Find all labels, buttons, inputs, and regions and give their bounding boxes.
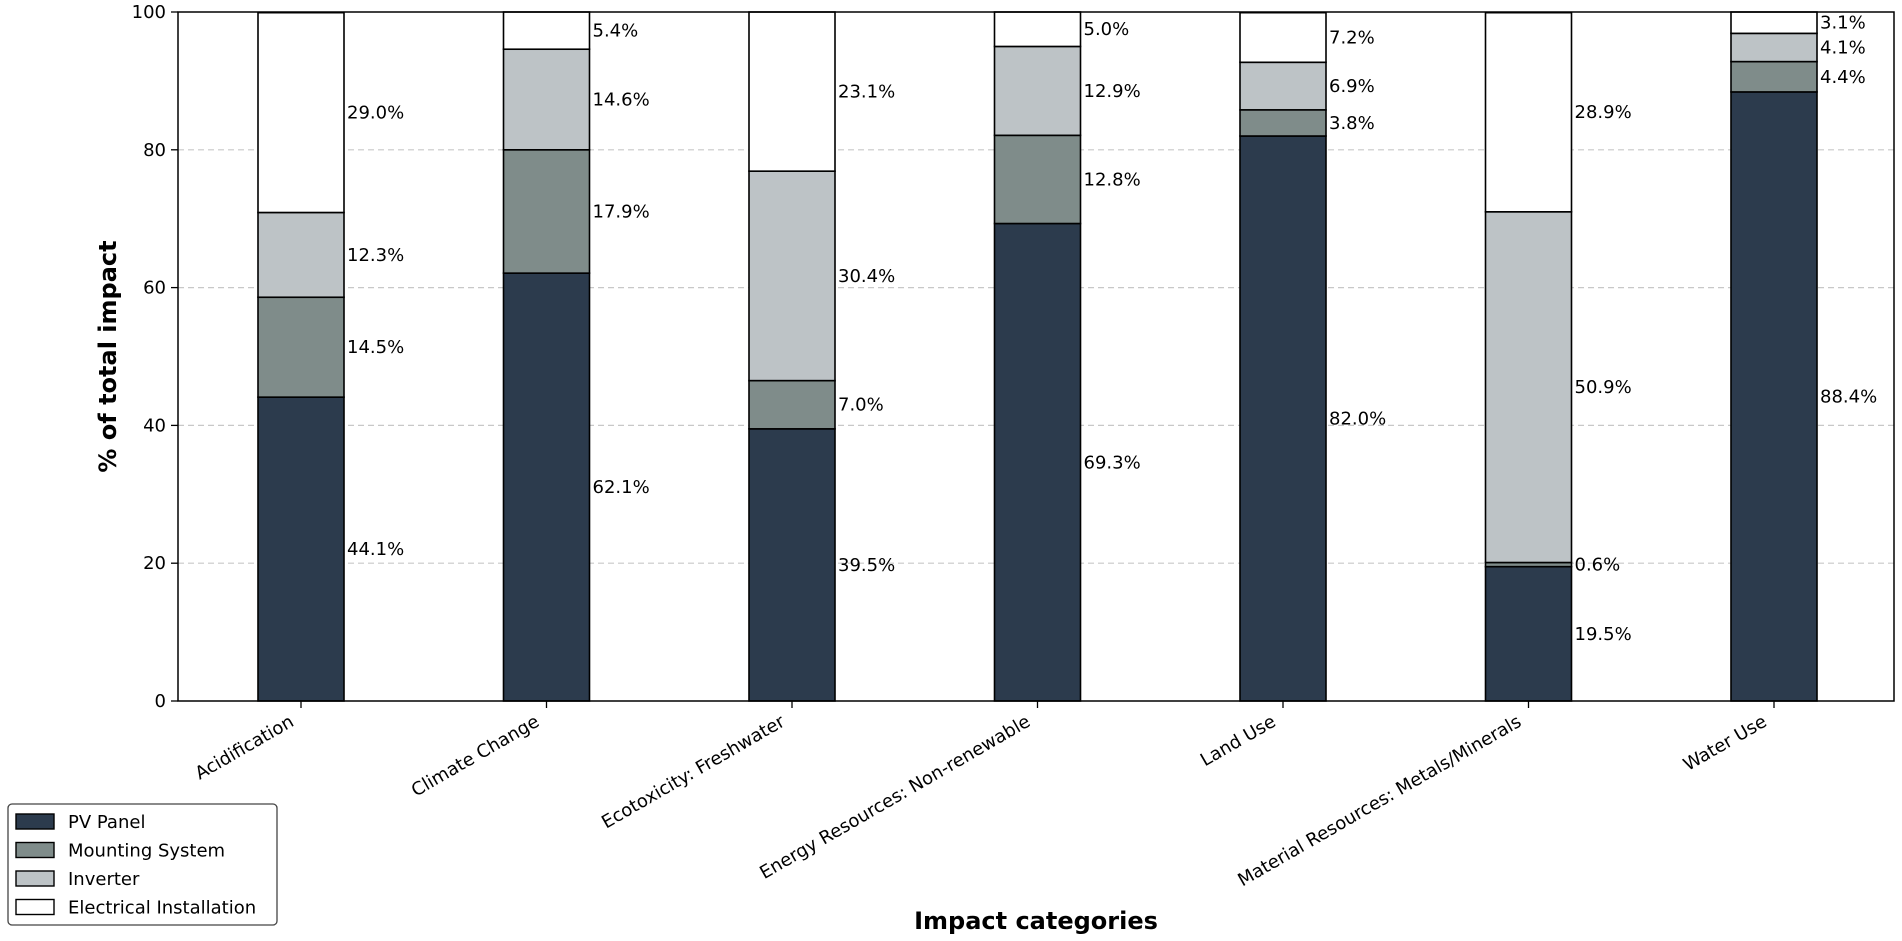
data-label: 29.0% [347, 103, 404, 124]
data-label: 28.9% [1575, 102, 1632, 123]
bar-segment [257, 396, 345, 702]
bar-segment [1484, 565, 1573, 702]
bar-segment [1239, 11, 1327, 64]
data-label: 50.9% [1575, 377, 1632, 398]
data-label: 5.0% [1084, 19, 1130, 40]
bars [257, 11, 1818, 702]
legend-label: Electrical Installation [68, 898, 256, 919]
bar-segment [993, 134, 1082, 225]
y-axis: 0 20 40 60 80 100 [132, 2, 178, 712]
data-label: 3.8% [1329, 113, 1375, 134]
data-label: 82.0% [1329, 409, 1386, 430]
data-label: 12.3% [347, 245, 404, 266]
data-label: 69.3% [1084, 452, 1141, 473]
legend-swatch [15, 870, 55, 887]
y-tick-label: 100 [132, 2, 166, 23]
data-label: 39.5% [838, 555, 895, 576]
gridlines [178, 149, 1894, 564]
data-label: 30.4% [838, 266, 895, 287]
legend-label: Mounting System [68, 841, 225, 862]
data-label: 44.1% [347, 539, 404, 560]
data-label: 7.0% [838, 395, 884, 416]
bar-segment [748, 11, 836, 172]
bar-segment [1484, 211, 1573, 564]
data-label: 12.9% [1084, 81, 1141, 102]
x-tick-label: Land Use [1197, 711, 1280, 771]
bar-segment [748, 379, 836, 430]
bar-segment [1239, 109, 1327, 137]
x-tick-label: Acidification [192, 711, 298, 784]
data-label: 4.4% [1820, 67, 1866, 88]
bar-segment [1484, 11, 1573, 213]
data-label: 6.9% [1329, 76, 1375, 97]
bar-segment [1730, 91, 1818, 702]
bar-segment [748, 170, 836, 382]
x-tick-label: Energy Resources: Non-renewable [756, 711, 1034, 884]
x-tick-label: Ecotoxicity: Freshwater [598, 711, 789, 833]
x-tick-label: Material Resources: Metals/Minerals [1234, 711, 1525, 891]
legend-swatch [15, 898, 55, 916]
bar-segment [993, 222, 1082, 702]
bar-segment [502, 149, 591, 274]
bar-segment [1239, 61, 1327, 111]
data-label: 14.5% [347, 337, 404, 358]
legend: PV Panel Mounting System Inverter Electrica… [7, 803, 278, 926]
bar-segment [1730, 11, 1818, 35]
bar-segment [1730, 60, 1818, 93]
data-label: 19.5% [1575, 624, 1632, 645]
data-label: 88.4% [1820, 386, 1877, 407]
legend-swatch [15, 813, 55, 830]
bar-segment [993, 45, 1082, 137]
y-tick-label: 20 [143, 553, 166, 574]
y-tick-label: 60 [143, 278, 166, 299]
bar-segment [257, 211, 345, 299]
data-label: 7.2% [1329, 27, 1375, 48]
data-label: 3.1% [1820, 13, 1866, 34]
data-label: 4.1% [1820, 37, 1866, 58]
value-labels: 44.1% 14.5% 12.3% 29.0% 62.1% 17.9% 14.6% 5.4% 3… [347, 13, 1877, 645]
bar-segment [257, 11, 345, 214]
y-tick-label: 0 [155, 691, 166, 712]
data-label: 62.1% [593, 477, 650, 498]
data-label: 14.6% [593, 90, 650, 111]
legend-box [7, 803, 278, 926]
y-tick-label: 40 [143, 415, 166, 436]
bar-segment [748, 428, 836, 702]
bar-segment [1239, 135, 1327, 702]
x-axis-title: Impact categories [914, 907, 1158, 935]
bar-segment [257, 296, 345, 398]
bar-segment [1730, 32, 1818, 63]
data-label: 23.1% [838, 82, 895, 103]
x-tick-label: Water Use [1680, 711, 1771, 775]
data-label: 5.4% [593, 21, 639, 42]
bar-segment [502, 272, 591, 702]
legend-label: Inverter [68, 869, 140, 890]
bar-segment [502, 48, 591, 151]
data-label: 17.9% [593, 201, 650, 222]
bar-segment [993, 11, 1082, 48]
plot-frame [177, 11, 1895, 702]
x-tick-label: Climate Change [408, 711, 543, 801]
y-axis-title: % of total impact [94, 240, 122, 472]
y-tick-label: 80 [143, 140, 166, 161]
bar-segment [502, 11, 591, 51]
data-label: 0.6% [1575, 555, 1621, 576]
legend-swatch [15, 841, 55, 859]
legend-label: PV Panel [68, 812, 145, 833]
data-label: 12.8% [1084, 169, 1141, 190]
x-axis: Acidification Climate Change Ecotoxicity: … [192, 701, 1775, 891]
